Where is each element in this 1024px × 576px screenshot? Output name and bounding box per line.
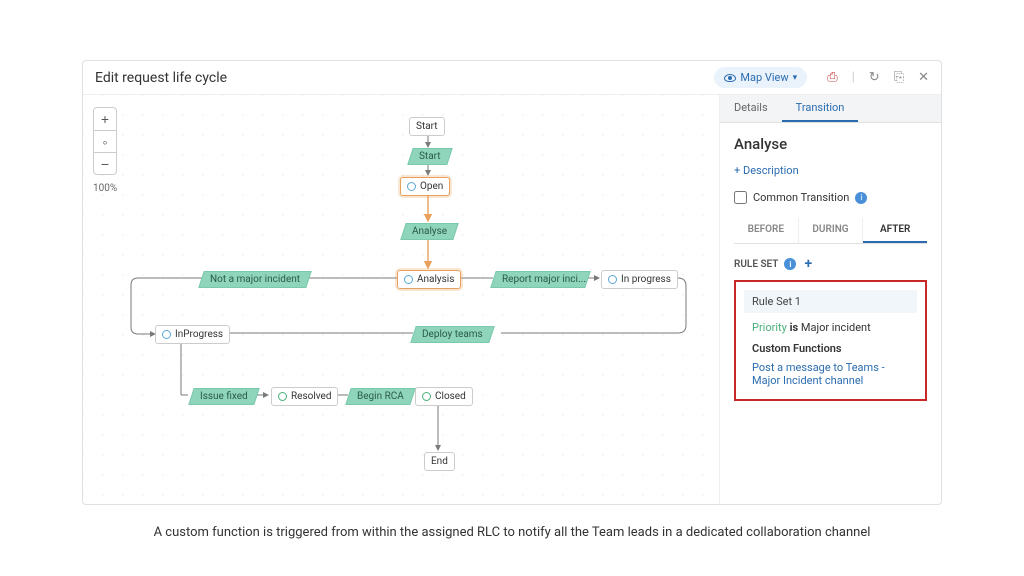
- pdf-icon[interactable]: ⎙: [827, 70, 837, 85]
- condition-key: Priority: [752, 321, 787, 334]
- node-analysis[interactable]: Analysis: [397, 270, 461, 289]
- status-icon: [404, 275, 413, 284]
- info-icon[interactable]: i: [784, 258, 796, 270]
- page-title: Edit request life cycle: [95, 70, 714, 86]
- transition-report-major[interactable]: Report major inci...: [490, 271, 591, 288]
- status-icon: [422, 392, 431, 401]
- map-view-button[interactable]: Map View ▾: [714, 67, 807, 88]
- status-icon: [162, 330, 171, 339]
- node-end[interactable]: End: [424, 452, 455, 471]
- transition-label: Deploy teams: [422, 329, 483, 340]
- rule-set-title[interactable]: Rule Set 1: [744, 290, 917, 313]
- transition-label: Report major inci...: [502, 274, 586, 285]
- transition-issue-fixed[interactable]: Issue fixed: [188, 388, 259, 405]
- transition-label: Not a major incident: [210, 274, 300, 285]
- sidebar: Details Transition Analyse + Description…: [719, 95, 941, 504]
- node-label: Open: [420, 181, 443, 192]
- status-icon: [608, 275, 617, 284]
- condition-value: Major incident: [801, 321, 871, 334]
- node-start[interactable]: Start: [409, 117, 445, 136]
- transition-label: Analyse: [412, 226, 447, 237]
- node-resolved[interactable]: Resolved: [271, 387, 338, 406]
- info-icon[interactable]: i: [855, 192, 867, 204]
- transition-deploy-teams[interactable]: Deploy teams: [410, 326, 494, 343]
- add-description-link[interactable]: + Description: [734, 164, 799, 177]
- node-label: In progress: [621, 274, 671, 285]
- chevron-down-icon: ▾: [793, 73, 798, 83]
- close-icon[interactable]: ✕: [918, 70, 929, 85]
- node-label: Resolved: [291, 391, 331, 402]
- transition-analyse[interactable]: Analyse: [400, 223, 459, 240]
- custom-function-link[interactable]: Post a message to Teams - Major Incident…: [744, 359, 917, 389]
- node-label: Start: [416, 121, 438, 132]
- header: Edit request life cycle Map View ▾ ⎙ | ↻…: [83, 61, 941, 95]
- tab-transition[interactable]: Transition: [782, 95, 859, 122]
- transition-label: Issue fixed: [200, 391, 248, 402]
- custom-functions-title: Custom Functions: [744, 338, 917, 359]
- figure-caption: A custom function is triggered from with…: [0, 525, 1024, 540]
- zoom-center-button[interactable]: ◦: [94, 130, 116, 152]
- common-transition-label: Common Transition: [753, 191, 849, 204]
- flow-canvas[interactable]: + ◦ − 100%: [83, 95, 719, 504]
- eye-icon: [724, 74, 736, 82]
- subtab-during[interactable]: DURING: [798, 218, 864, 243]
- rule-set-header: RULE SET: [734, 259, 778, 270]
- transition-label: Begin RCA: [357, 391, 404, 402]
- export-icon[interactable]: ⎘: [894, 70, 904, 85]
- zoom-out-button[interactable]: −: [94, 152, 116, 174]
- transition-start[interactable]: Start: [407, 148, 452, 165]
- node-closed[interactable]: Closed: [415, 387, 473, 406]
- node-label: Closed: [435, 391, 466, 402]
- refresh-icon[interactable]: ↻: [869, 70, 880, 85]
- node-label: InProgress: [175, 329, 223, 340]
- transition-begin-rca[interactable]: Begin RCA: [345, 388, 415, 405]
- node-inprogress-1[interactable]: In progress: [601, 270, 678, 289]
- zoom-percent: 100%: [93, 183, 117, 194]
- zoom-control: + ◦ −: [93, 107, 117, 175]
- node-label: End: [431, 456, 448, 467]
- node-inprogress-2[interactable]: InProgress: [155, 325, 230, 344]
- add-rule-button[interactable]: +: [804, 256, 812, 272]
- flow-edges: [83, 95, 719, 504]
- node-label: Analysis: [417, 274, 454, 285]
- divider: |: [852, 70, 855, 85]
- common-transition-checkbox[interactable]: [734, 191, 747, 204]
- transition-not-major[interactable]: Not a major incident: [198, 271, 312, 288]
- rule-set-box: Rule Set 1 Priority is Major incident Cu…: [734, 280, 927, 401]
- subtab-after[interactable]: AFTER: [863, 218, 927, 243]
- node-open[interactable]: Open: [400, 177, 450, 196]
- map-view-label: Map View: [740, 71, 788, 84]
- zoom-in-button[interactable]: +: [94, 108, 116, 130]
- condition-op: is: [790, 321, 799, 334]
- rule-condition: Priority is Major incident: [744, 313, 917, 338]
- status-icon: [278, 392, 287, 401]
- status-icon: [407, 182, 416, 191]
- transition-label: Start: [419, 151, 441, 162]
- subtab-before[interactable]: BEFORE: [734, 218, 798, 243]
- section-title: Analyse: [734, 135, 927, 153]
- tab-details[interactable]: Details: [720, 95, 782, 122]
